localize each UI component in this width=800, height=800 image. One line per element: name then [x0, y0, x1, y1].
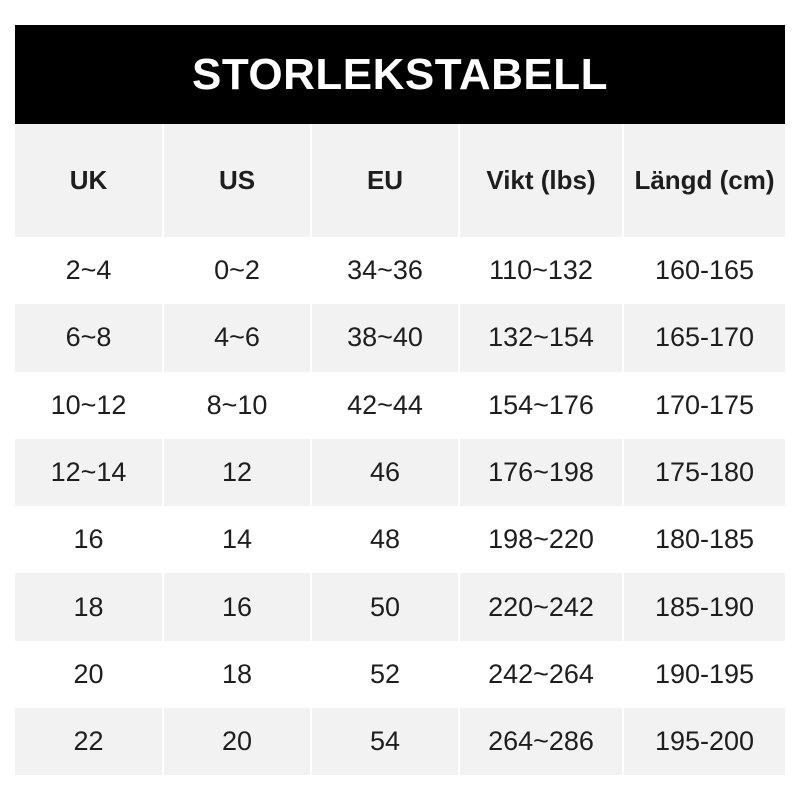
cell-eu: 42~44 — [310, 371, 458, 439]
column-header-uk: UK — [15, 124, 162, 237]
cell-us: 8~10 — [162, 371, 310, 439]
table-row: 12~14 12 46 176~198 175-180 — [15, 438, 785, 507]
cell-eu: 46 — [310, 438, 458, 507]
cell-eu: 34~36 — [310, 237, 458, 305]
cell-height: 180-185 — [622, 506, 785, 574]
column-header-us: US — [162, 124, 310, 237]
cell-weight: 242~264 — [458, 640, 622, 709]
table-row: 10~12 8~10 42~44 154~176 170-175 — [15, 371, 785, 439]
cell-height: 170-175 — [622, 371, 785, 439]
cell-uk: 18 — [15, 573, 162, 641]
cell-height: 160-165 — [622, 237, 785, 305]
page-title: STORLEKSTABELL — [15, 25, 785, 124]
cell-height: 165-170 — [622, 304, 785, 372]
cell-uk: 2~4 — [65, 255, 112, 286]
cell-weight: 264~286 — [458, 708, 622, 776]
cell-eu: 50 — [310, 573, 458, 641]
table-row: 22 20 54 264~286 195-200 — [15, 708, 785, 776]
column-header-eu: EU — [310, 124, 458, 237]
cell-weight: 198~220 — [458, 506, 622, 574]
cell-us: 14 — [162, 506, 310, 574]
cell-us: 20 — [162, 708, 310, 776]
cell-uk: 10~12 — [50, 389, 127, 420]
cell-height: 175-180 — [622, 438, 785, 507]
cell-height: 195-200 — [622, 708, 785, 776]
cell-height: 190-195 — [622, 640, 785, 709]
table-row: 2~4 0~2 34~36 110~132 160-165 — [15, 237, 785, 305]
cell-weight: 132~154 — [458, 304, 622, 372]
size-table: UK US EU Vikt (lbs) Längd (cm) 2~4 0~2 34~… — [15, 124, 785, 776]
table-row: 18 16 50 220~242 185-190 — [15, 573, 785, 641]
column-header-height: Längd (cm) — [622, 124, 785, 237]
table-row: 16 14 48 198~220 180-185 — [15, 506, 785, 574]
cell-us: 12 — [162, 438, 310, 507]
cell-weight: 220~242 — [458, 573, 622, 641]
cell-uk: 12~14 — [15, 438, 162, 507]
cell-us: 16 — [162, 573, 310, 641]
cell-uk: 6~8 — [15, 304, 162, 372]
cell-height: 185-190 — [622, 573, 785, 641]
table-row: 20 18 52 242~264 190-195 — [15, 640, 785, 709]
table-row: 6~8 4~6 38~40 132~154 165-170 — [15, 304, 785, 372]
cell-eu: 52 — [310, 640, 458, 709]
cell-uk: 16 — [73, 524, 104, 555]
cell-uk: 22 — [15, 708, 162, 776]
cell-weight: 110~132 — [458, 237, 622, 305]
cell-us: 4~6 — [162, 304, 310, 372]
cell-weight: 154~176 — [458, 371, 622, 439]
header-row: UK US EU Vikt (lbs) Längd (cm) — [15, 124, 785, 237]
cell-uk: 20 — [73, 658, 104, 689]
cell-eu: 38~40 — [310, 304, 458, 372]
cell-eu: 54 — [310, 708, 458, 776]
cell-eu: 48 — [310, 506, 458, 574]
cell-weight: 176~198 — [458, 438, 622, 507]
column-header-weight: Vikt (lbs) — [458, 124, 622, 237]
cell-us: 0~2 — [162, 237, 310, 305]
cell-us: 18 — [162, 640, 310, 709]
